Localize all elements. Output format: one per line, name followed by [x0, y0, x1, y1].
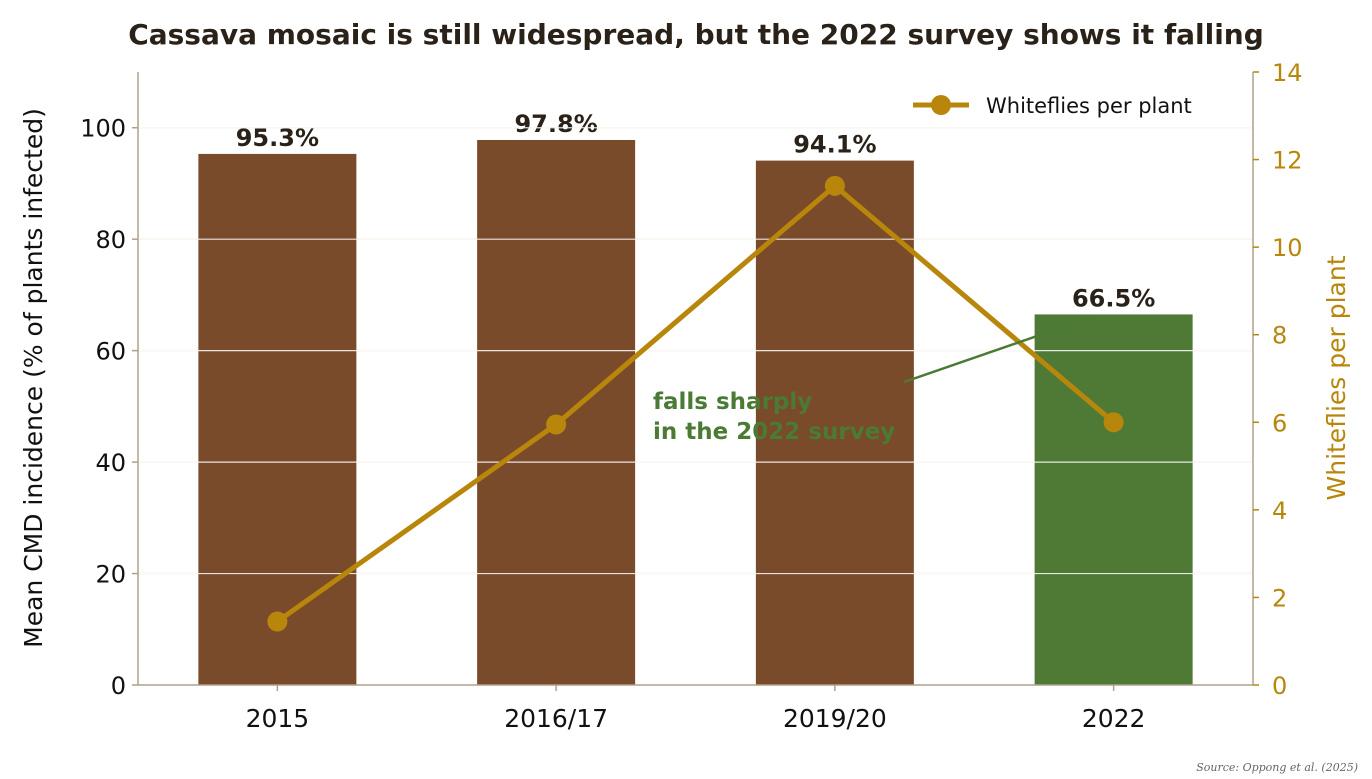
y-tick-label-left: 40 [95, 449, 126, 477]
y-tick-label-left: 20 [95, 561, 126, 589]
whitefly-line [275, 183, 1116, 624]
bar [1034, 314, 1193, 685]
legend-marker [931, 95, 951, 115]
annotation: falls sharply in the 2022 survey [653, 315, 1095, 445]
x-tick-label: 2019/20 [783, 704, 887, 733]
whitefly-point [546, 414, 567, 435]
y-tick-label-right: 6 [1272, 409, 1287, 437]
x-tick-label: 2016/17 [504, 704, 608, 733]
y-tick-label-right: 0 [1272, 672, 1287, 700]
y-axis-label-left: Mean CMD incidence (% of plants infected… [19, 108, 48, 648]
whitefly-point [824, 175, 845, 196]
y-axis-label-right: Whiteflies per plant [1322, 255, 1351, 500]
bar-data-label: 66.5% [1072, 284, 1155, 312]
whitefly-line-series [267, 175, 1124, 632]
source-note: Source: Oppong et al. (2025) [1196, 761, 1358, 774]
bar [198, 153, 357, 686]
annotation-arrow [903, 315, 1095, 384]
bar [477, 139, 636, 685]
bar-data-label: 94.1% [793, 131, 876, 159]
y-tick-label-right: 4 [1272, 497, 1287, 525]
y-tick-label-right: 12 [1272, 147, 1303, 175]
x-tick-label: 2015 [246, 704, 310, 733]
y-tick-label-left: 80 [95, 226, 126, 254]
bar-data-label: 95.3% [236, 124, 319, 152]
bars: 95.3% 97.8% 94.1% 66.5% [138, 110, 1253, 686]
x-tick-label: 2022 [1082, 704, 1146, 733]
axes: 0 20 40 60 80 100 0 2 4 6 8 10 12 14 2015 2016/17 2019/2… [80, 59, 1302, 733]
chart-title: Cassava mosaic is still widespread, but … [128, 18, 1264, 51]
y-tick-label-left: 100 [80, 115, 126, 143]
legend: Whiteflies per plant [913, 94, 1192, 118]
annotation-text: falls sharply [653, 389, 812, 415]
legend-label: Whiteflies per plant [986, 94, 1192, 118]
whitefly-point [267, 611, 288, 632]
whitefly-point [1103, 412, 1124, 433]
y-tick-label-right: 2 [1272, 584, 1287, 612]
bar [755, 160, 914, 685]
y-tick-label-right: 10 [1272, 234, 1303, 262]
y-tick-label-left: 0 [111, 672, 126, 700]
annotation-text: in the 2022 survey [653, 419, 895, 445]
y-tick-label-left: 60 [95, 338, 126, 366]
bar-data-label: 97.8% [514, 110, 597, 138]
y-tick-label-right: 14 [1272, 59, 1303, 87]
y-tick-label-right: 8 [1272, 322, 1287, 350]
